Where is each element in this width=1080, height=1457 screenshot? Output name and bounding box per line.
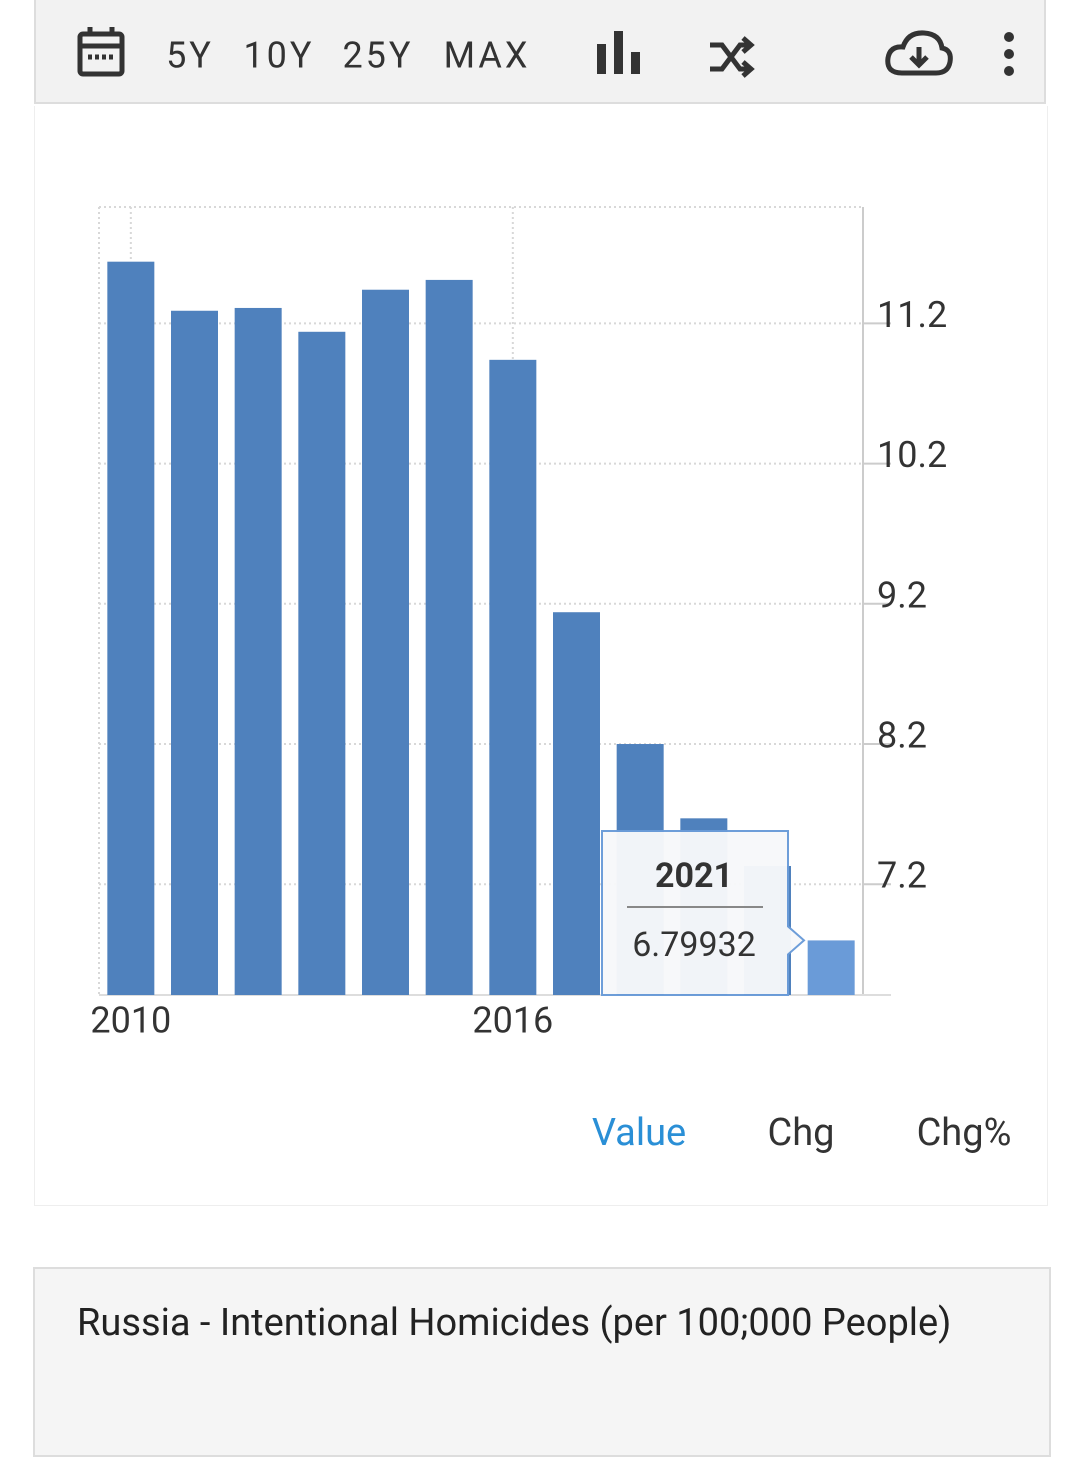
bar[interactable] (425, 279, 473, 996)
range-button[interactable]: 25Y (342, 35, 413, 77)
bar-chart-icon[interactable] (597, 31, 640, 74)
x-tick-label: 2010 (90, 1000, 171, 1042)
chart-panel (34, 106, 1048, 1206)
icon-bar (597, 44, 606, 74)
tooltip-year: 2021 (655, 856, 733, 896)
icon-bar (631, 52, 640, 74)
range-button[interactable]: 10Y (243, 35, 314, 77)
cloud (885, 30, 953, 76)
menu-dot (1004, 32, 1014, 42)
indicator-title: Russia - Intentional Homicides (per 100;… (77, 1301, 952, 1345)
title-box: Russia - Intentional Homicides (per 100;… (33, 1267, 1051, 1457)
tab[interactable]: Chg (767, 1111, 834, 1155)
download-icon[interactable] (885, 30, 953, 76)
y-tick-label: 11.2 (877, 294, 947, 336)
range-button[interactable]: 5Y (166, 35, 214, 77)
menu-dot (1004, 49, 1014, 59)
bar[interactable] (489, 359, 537, 995)
y-tick-label: 8.2 (877, 715, 927, 757)
toolbar (34, 0, 1046, 104)
y-tick-label: 10.2 (877, 434, 947, 476)
bar[interactable] (171, 310, 218, 995)
bar[interactable] (807, 940, 855, 995)
tab[interactable]: Value (592, 1111, 686, 1155)
tab[interactable]: Chg% (917, 1111, 1012, 1155)
icon-bar (614, 31, 623, 74)
shuffle-lines (710, 42, 750, 72)
tooltip-box (601, 830, 806, 996)
download-arrow (909, 47, 929, 69)
bar[interactable] (362, 289, 409, 996)
bar[interactable] (107, 261, 155, 995)
shuffle-icon[interactable] (710, 36, 755, 78)
x-tick-label: 2016 (472, 1000, 553, 1042)
calendar-body (77, 31, 125, 77)
range-button[interactable]: MAX (444, 35, 531, 77)
bar[interactable] (234, 307, 282, 995)
tooltip-value: 6.79932 (632, 925, 756, 965)
shuffle-arrows (741, 36, 755, 78)
y-tick-label: 7.2 (877, 855, 927, 897)
calendar-icon[interactable] (77, 27, 125, 77)
menu-dot (1004, 66, 1014, 76)
bar[interactable] (298, 331, 346, 995)
y-tick-label: 9.2 (877, 574, 927, 616)
menu-icon[interactable] (1004, 32, 1014, 76)
chart: 5Y 10Y 25Y MAX 7.2 8.2 9.2 10.2 11.2 2010 2016 2021… (77, 27, 1014, 1155)
bar[interactable] (553, 612, 600, 995)
